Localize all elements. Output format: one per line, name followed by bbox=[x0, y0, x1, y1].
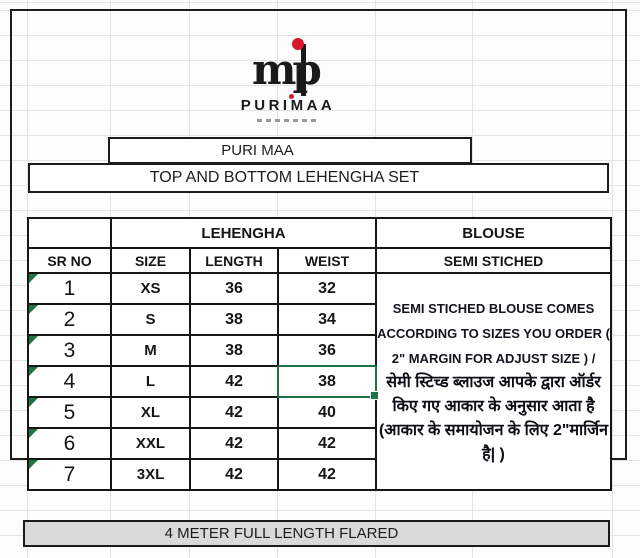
empty-cell bbox=[27, 217, 112, 249]
blouse-note-hindi: सेमी स्टिच्ड ब्लाउज आपके द्वारा ऑर्डर कि… bbox=[378, 374, 609, 463]
column-header-weist[interactable]: WEIST bbox=[276, 247, 378, 274]
cell-flag-triangle-icon bbox=[30, 461, 38, 469]
cell-sr-4[interactable]: 4 bbox=[27, 365, 112, 398]
cell-sr-6[interactable]: 6 bbox=[27, 427, 112, 460]
cell-weist-5[interactable]: 40 bbox=[276, 396, 378, 429]
cell-weist-2[interactable]: 34 bbox=[276, 303, 378, 336]
cell-flag-triangle-icon bbox=[30, 430, 38, 438]
cell-length-5[interactable]: 42 bbox=[189, 396, 279, 429]
table-row: 5 XL 42 40 bbox=[27, 396, 611, 429]
cell-size-7[interactable]: 3XL bbox=[110, 458, 191, 491]
sr-value: 7 bbox=[63, 462, 76, 486]
cell-weist-7[interactable]: 42 bbox=[276, 458, 378, 491]
cell-sr-7[interactable]: 7 bbox=[27, 458, 112, 491]
cell-flag-triangle-icon bbox=[30, 399, 38, 407]
cell-weist-6[interactable]: 42 bbox=[276, 427, 378, 460]
cell-length-6[interactable]: 42 bbox=[189, 427, 279, 460]
brand-wordmark-text: PURIMAA bbox=[240, 97, 336, 114]
table-row: 3 M 38 36 bbox=[27, 334, 611, 367]
cell-sr-2[interactable]: 2 bbox=[27, 303, 112, 336]
sr-value: 6 bbox=[63, 431, 76, 455]
cell-sr-5[interactable]: 5 bbox=[27, 396, 112, 429]
cell-size-6[interactable]: XXL bbox=[110, 427, 191, 460]
brand-wordmark: PURIMAA bbox=[240, 94, 336, 114]
cell-flag-triangle-icon bbox=[30, 368, 38, 376]
cell-length-4[interactable]: 42 bbox=[189, 365, 279, 398]
table-row: 7 3XL 42 42 bbox=[27, 458, 611, 491]
column-header-sr-no[interactable]: SR NO bbox=[27, 247, 112, 274]
product-title-cell[interactable]: TOP AND BOTTOM LEHENGHA SET bbox=[28, 163, 609, 193]
column-header-length[interactable]: LENGTH bbox=[189, 247, 279, 274]
wordmark-red-dot-icon bbox=[289, 94, 294, 99]
cell-flag-triangle-icon bbox=[30, 275, 38, 283]
brand-name-text: PURI MAA bbox=[221, 142, 294, 159]
sr-value: 1 bbox=[63, 276, 76, 300]
table-row: 2 S 38 34 bbox=[27, 303, 611, 336]
cell-sr-1[interactable]: 1 bbox=[27, 272, 112, 305]
cell-flag-triangle-icon bbox=[30, 337, 38, 345]
table-row: 6 XXL 42 42 bbox=[27, 427, 611, 460]
cell-weist-1[interactable]: 32 bbox=[276, 272, 378, 305]
cell-size-5[interactable]: XL bbox=[110, 396, 191, 429]
cell-length-7[interactable]: 42 bbox=[189, 458, 279, 491]
table-row: 4 L 42 38 bbox=[27, 365, 611, 398]
sr-value: 2 bbox=[63, 307, 76, 331]
brand-tagline bbox=[257, 119, 319, 122]
cell-sr-3[interactable]: 3 bbox=[27, 334, 112, 367]
cell-weist-3[interactable]: 36 bbox=[276, 334, 378, 367]
brand-logo: mp PURIMAA bbox=[218, 36, 358, 122]
size-chart-table: LEHENGHA BLOUSE SR NO SIZE LENGTH WEIST … bbox=[27, 217, 613, 491]
monogram-letters: mp bbox=[252, 45, 320, 94]
cell-size-2[interactable]: S bbox=[110, 303, 191, 336]
monogram-stem bbox=[301, 44, 306, 96]
cell-weist-4-selected[interactable]: 38 bbox=[276, 365, 378, 398]
lehengha-group-header-cell[interactable]: LEHENGHA bbox=[109, 217, 378, 249]
blouse-note-cell[interactable]: SEMI STICHED BLOUSE COMES ACCORDING TO S… bbox=[375, 272, 613, 491]
blouse-group-header-cell[interactable]: BLOUSE bbox=[375, 217, 613, 249]
blouse-note-english: SEMI STICHED BLOUSE COMES ACCORDING TO S… bbox=[377, 301, 610, 366]
cell-size-4[interactable]: L bbox=[110, 365, 191, 398]
footer-note-cell[interactable]: 4 METER FULL LENGTH FLARED bbox=[23, 520, 610, 547]
sr-value: 4 bbox=[63, 369, 76, 393]
column-header-size[interactable]: SIZE bbox=[110, 247, 191, 274]
cell-length-1[interactable]: 36 bbox=[189, 272, 279, 305]
cell-size-1[interactable]: XS bbox=[110, 272, 191, 305]
gridline-vertical bbox=[612, 0, 613, 558]
brand-monogram-icon: mp bbox=[252, 38, 324, 96]
footer-note-text: 4 METER FULL LENGTH FLARED bbox=[164, 525, 399, 542]
sr-value: 5 bbox=[63, 400, 76, 424]
cell-size-3[interactable]: M bbox=[110, 334, 191, 367]
brand-name-cell[interactable]: PURI MAA bbox=[108, 137, 472, 164]
semi-stiched-header-cell[interactable]: SEMI STICHED bbox=[375, 247, 613, 274]
table-row: 1 XS 36 32 SEMI STICHED BLOUSE COMES ACC… bbox=[27, 272, 613, 491]
cell-length-2[interactable]: 38 bbox=[189, 303, 279, 336]
product-title-text: TOP AND BOTTOM LEHENGHA SET bbox=[149, 169, 420, 186]
sr-value: 3 bbox=[63, 338, 76, 362]
cell-flag-triangle-icon bbox=[30, 306, 38, 314]
logo-red-dot-icon bbox=[292, 38, 304, 50]
cell-length-3[interactable]: 38 bbox=[189, 334, 279, 367]
